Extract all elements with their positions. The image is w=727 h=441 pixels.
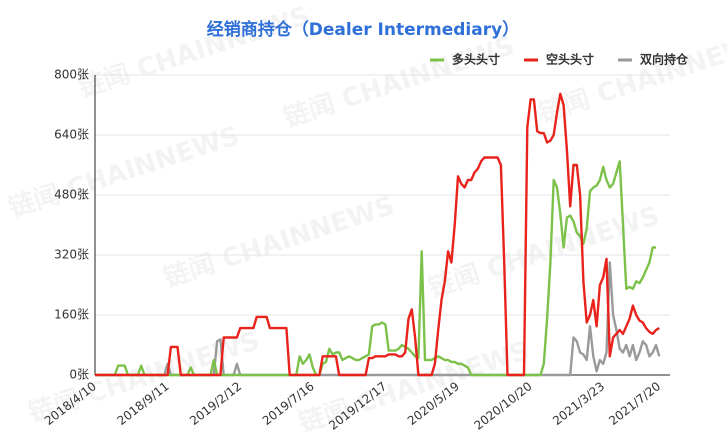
watermark: 链闻 CHAINNEWS — [75, 0, 313, 104]
y-tick-label: 0张 — [69, 368, 89, 382]
legend-label: 双向持仓 — [640, 52, 689, 67]
watermark: 链闻 CHAINNEWS — [5, 120, 243, 224]
legend-label: 多头头寸 — [452, 52, 500, 67]
watermark: 链闻 CHAINNEWS — [280, 30, 518, 134]
series-line — [95, 92, 660, 377]
x-tick-label: 2019/2/12 — [187, 379, 244, 428]
legend-label: 空头头寸 — [546, 52, 594, 67]
y-tick-label: 320张 — [54, 248, 89, 262]
series-line — [95, 160, 656, 377]
y-tick-label: 800张 — [54, 68, 89, 82]
x-tick-label: 2021/7/20 — [606, 379, 663, 428]
x-tick-label: 2020/10/20 — [471, 379, 534, 433]
x-tick-label: 2021/3/23 — [550, 379, 607, 428]
y-tick-label: 640张 — [54, 128, 89, 142]
y-tick-label: 480张 — [54, 188, 89, 202]
y-tick-label: 160张 — [54, 308, 89, 322]
watermark: 链闻 CHAINNEWS — [160, 190, 398, 294]
chart-title: 经销商持仓（Dealer Intermediary） — [207, 19, 519, 40]
